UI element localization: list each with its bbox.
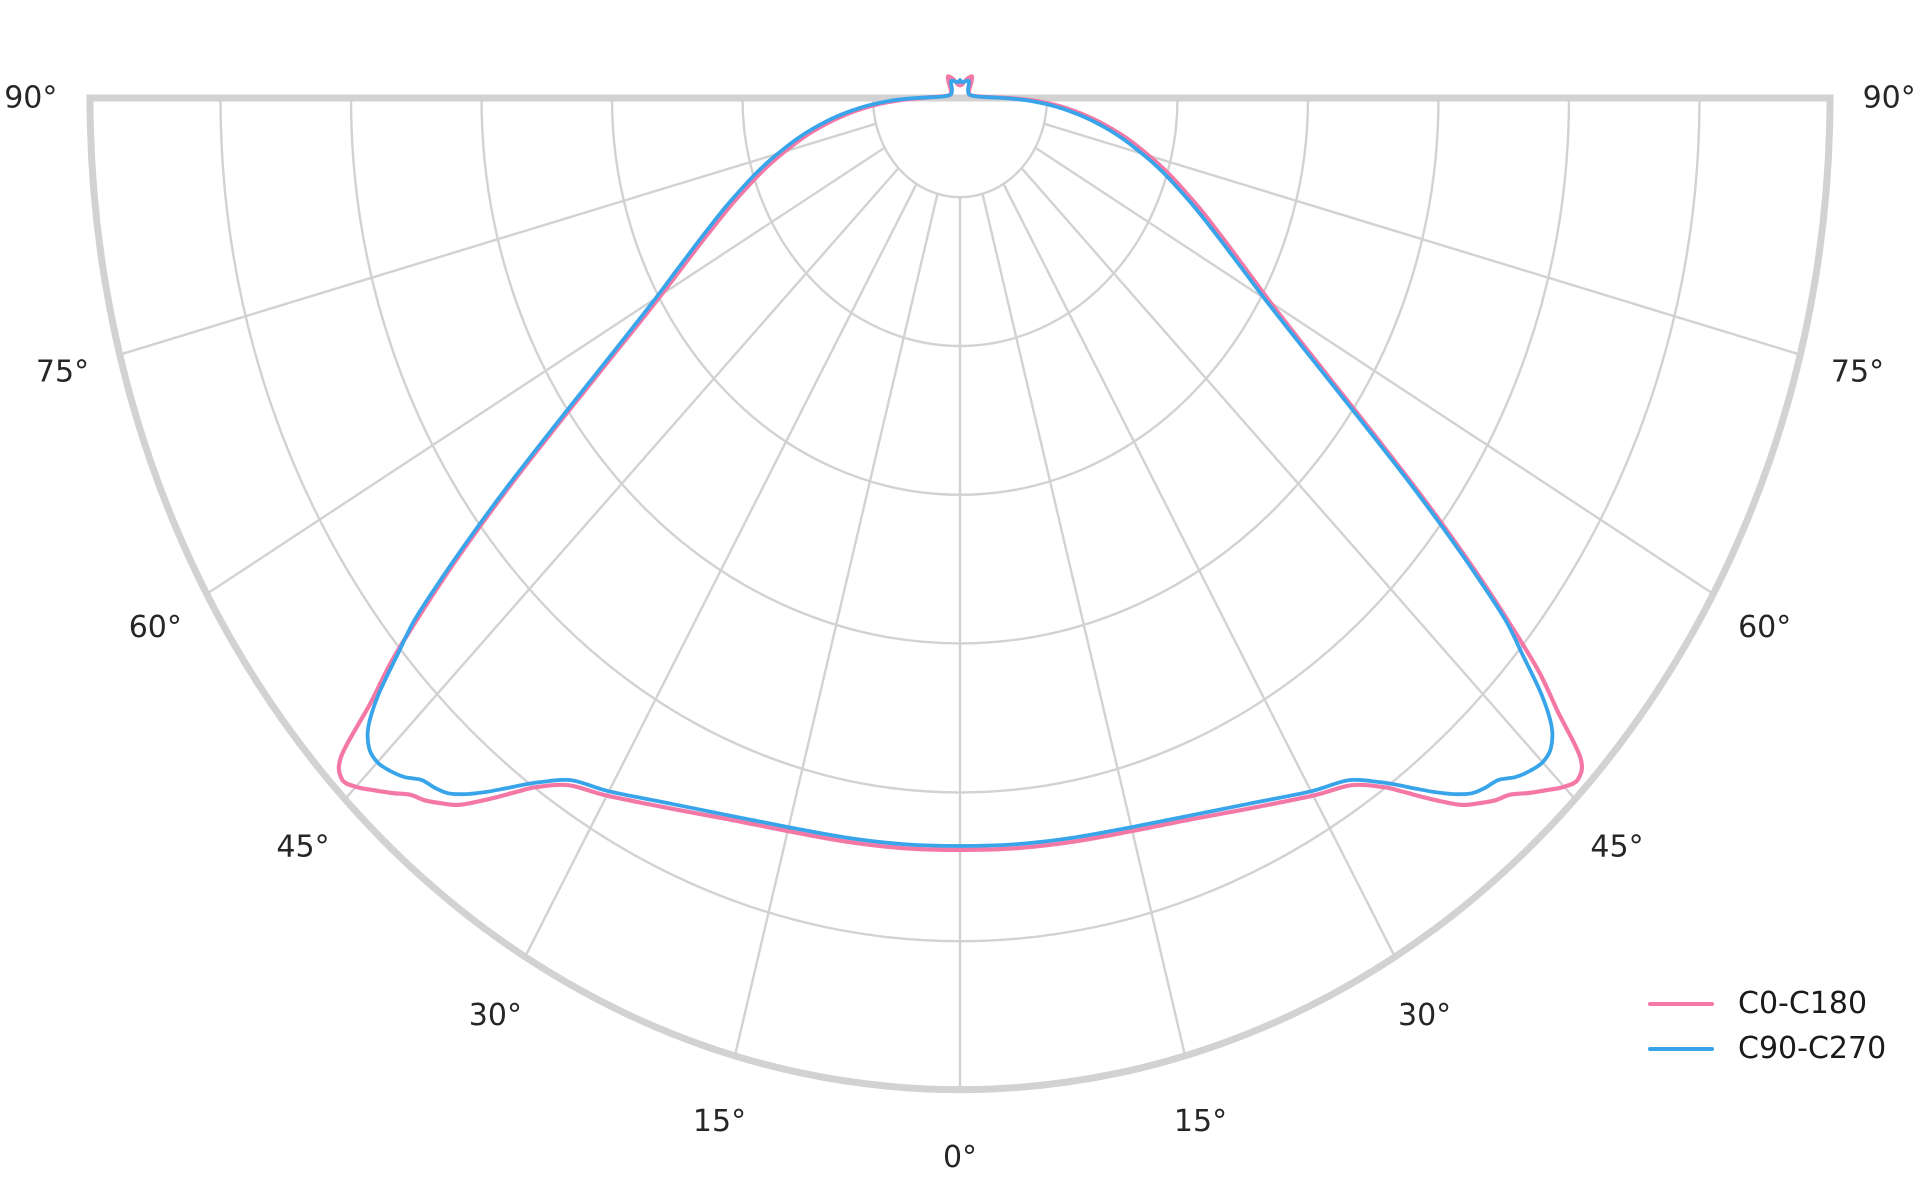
- angle-tick-label: 45°: [276, 830, 329, 865]
- polar-spine-arc: [86, 94, 1834, 1094]
- angle-tick-label: 30°: [469, 998, 522, 1033]
- series-c0-c180: [336, 74, 1584, 852]
- angle-tick-label: 75°: [1831, 355, 1884, 390]
- angle-tick-label: 30°: [1398, 998, 1451, 1033]
- ring-gridline: [871, 97, 1049, 199]
- angle-tick-label: 0°: [943, 1140, 977, 1175]
- angle-gridline: [119, 122, 877, 356]
- angle-tick-label: 15°: [1174, 1104, 1227, 1139]
- angle-gridline: [981, 193, 1187, 1057]
- angle-gridline: [523, 183, 918, 958]
- legend: C0-C180 C90-C270: [1648, 988, 1886, 1065]
- angle-gridline: [1002, 183, 1397, 958]
- angle-gridline: [1020, 167, 1577, 801]
- legend-swatch-c0-c180: [1648, 1002, 1714, 1006]
- legend-item: C0-C180: [1648, 988, 1886, 1020]
- angle-tick-label: 15°: [693, 1104, 746, 1139]
- angle-gridline: [205, 146, 886, 596]
- angle-gridline: [343, 167, 900, 801]
- angle-tick-label: 75°: [36, 355, 89, 390]
- legend-item: C90-C270: [1648, 1033, 1886, 1065]
- angle-tick-label: 60°: [129, 610, 182, 645]
- angle-gridline: [733, 193, 939, 1057]
- legend-label: C0-C180: [1738, 986, 1868, 1021]
- angle-tick-label: 90°: [4, 81, 57, 116]
- angle-tick-label: 90°: [1863, 81, 1916, 116]
- legend-label: C90-C270: [1738, 1031, 1887, 1066]
- legend-swatch-c90-c270: [1648, 1047, 1714, 1051]
- angle-tick-label: 60°: [1738, 610, 1791, 645]
- series-c90-c270: [365, 78, 1555, 848]
- angle-tick-label: 45°: [1590, 830, 1643, 865]
- angle-gridline: [1034, 146, 1715, 596]
- angle-gridline: [1043, 122, 1801, 356]
